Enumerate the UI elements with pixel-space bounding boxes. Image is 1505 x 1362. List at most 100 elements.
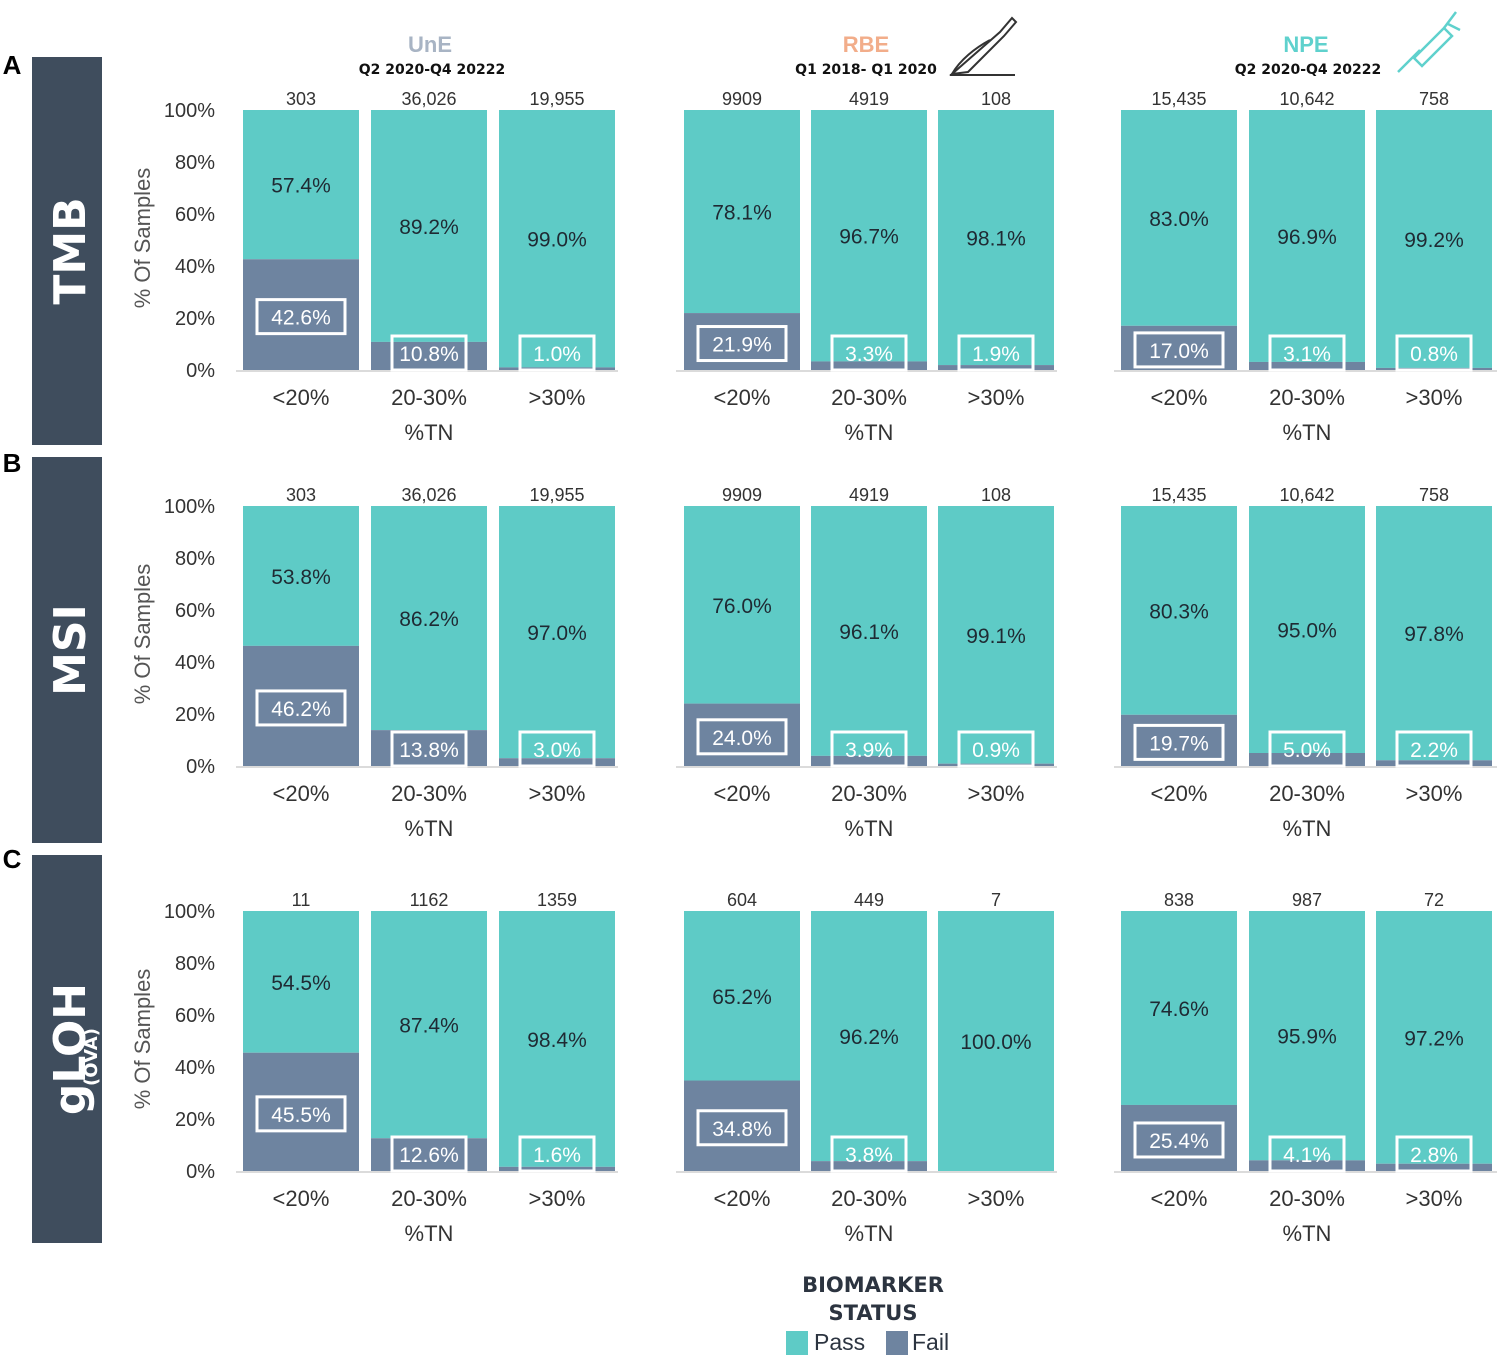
bar-n-label: 758 [1419,89,1449,109]
fail-value-box [1133,331,1225,369]
legend-title: BIOMARKER [802,1273,944,1297]
bar-fail [1121,714,1237,766]
bar-1: 1162 87.4% 12.6% 20-30% [371,890,487,1211]
y-tick-label: 40% [175,256,215,278]
row-sublabel-text: (OVA) [81,1028,102,1086]
fail-value-label: 25.4% [1149,1130,1209,1153]
panel-gloh-npe: 838 74.6% 25.4% <20% 987 95.9% 4.1% 20-30% 72 97.… [1114,890,1497,1246]
bar-2: 758 99.2% 0.8% >30% [1376,89,1492,410]
bar-2: 19,955 99.0% 1.0% >30% [499,89,615,410]
pass-value-label: 97.0% [527,622,587,645]
group-period: Q2 2020-Q4 20222 [1235,62,1382,78]
x-tick-label: <20% [714,1186,771,1211]
y-tick-label: 20% [175,1109,215,1131]
bar-n-label: 987 [1292,890,1322,910]
fail-value-box [696,325,788,363]
bar-fail [1249,753,1365,766]
legend-pass-swatch [786,1331,808,1355]
pass-value-label: 96.2% [839,1026,899,1049]
pass-value-label: 78.1% [712,202,772,225]
bar-n-label: 9909 [722,89,762,109]
bar-n-label: 36,026 [401,485,456,505]
bar-n-label: 15,435 [1151,89,1206,109]
bar-0: 11 54.5% 45.5% <20% [243,890,359,1211]
bar-0: 9909 76.0% 24.0% <20% [684,485,800,806]
x-tick-label: >30% [1406,781,1463,806]
bar-0: 15,435 80.3% 19.7% <20% [1121,485,1237,806]
bar-0: 303 53.8% 46.2% <20% [243,485,359,806]
x-axis-label: %TN [845,420,894,445]
x-tick-label: 20-30% [1269,781,1345,806]
y-axis-label: % Of Samples [130,168,155,309]
x-tick-label: 20-30% [831,1186,907,1211]
y-tick-label: 60% [175,600,215,622]
fail-value-label: 17.0% [1149,340,1209,363]
fail-value-box [518,334,596,372]
y-axis: 0% 20% 40% 60% 80% 100% % Of Samples [130,901,215,1183]
y-tick-label: 100% [164,901,215,923]
bar-fail [243,1052,359,1171]
bar-n-label: 11 [292,890,311,910]
bar-fail [1121,1104,1237,1171]
pass-value-label: 96.7% [839,226,899,249]
row-label-block [32,57,102,445]
bar-n-label: 604 [727,890,757,910]
fail-value-box [255,689,347,727]
pass-value-label: 83.0% [1149,208,1209,231]
bar-pass [371,110,487,342]
x-axis-label: %TN [405,420,454,445]
bar-fail [811,361,927,370]
chart-panels: 0% 20% 40% 60% 80% 100% % Of Samples 303 57.4% 42… [130,89,1497,1246]
bar-n-label: 108 [981,485,1011,505]
x-tick-label: >30% [529,1186,586,1211]
x-tick-label: >30% [968,385,1025,410]
bar-2: 19,955 97.0% 3.0% >30% [499,485,615,806]
pass-value-label: 95.0% [1277,620,1337,643]
panel-tmb-une: 0% 20% 40% 60% 80% 100% % Of Samples 303 57.4% 42… [130,89,618,445]
bar-fail [1249,361,1365,370]
bar-pass [499,911,615,1167]
bar-pass [371,911,487,1139]
fail-value-label: 3.3% [845,343,893,366]
bar-fail [371,1138,487,1171]
bar-fail [371,730,487,766]
fail-value-label: 2.2% [1410,739,1458,762]
fail-value-label: 3.1% [1283,343,1331,366]
bar-pass [1249,911,1365,1161]
bar-fail [811,1161,927,1171]
fail-value-label: 1.6% [533,1144,581,1167]
bar-fail [1249,1160,1365,1171]
pass-value-label: 89.2% [399,216,459,239]
pass-value-label: 97.2% [1404,1027,1464,1050]
pass-value-label: 53.8% [271,566,331,589]
x-tick-label: 20-30% [391,781,467,806]
y-tick-label: 0% [186,360,215,382]
group-header-une: UnE Q2 2020-Q4 20222 [359,32,506,78]
bar-2: 108 98.1% 1.9% >30% [938,89,1054,410]
pass-value-label: 65.2% [712,986,772,1009]
bar-n-label: 15,435 [1151,485,1206,505]
pass-value-label: 76.0% [712,595,772,618]
fail-value-box [957,334,1035,372]
panel-gloh-rbe: 604 65.2% 34.8% <20% 449 96.2% 3.8% 20-30% 7 100.… [676,890,1057,1246]
fail-value-box [255,1095,347,1133]
x-tick-label: 20-30% [1269,1186,1345,1211]
bar-1: 4919 96.1% 3.9% 20-30% [811,485,927,806]
pass-value-label: 96.1% [839,621,899,644]
row-label-msi: B MSI [3,448,102,843]
fail-value-box [1268,1135,1346,1173]
y-axis: 0% 20% 40% 60% 80% 100% % Of Samples [130,100,215,382]
bar-pass [811,911,927,1162]
x-axis-label: %TN [845,1221,894,1246]
pass-value-label: 74.6% [1149,998,1209,1021]
bar-fail [499,758,615,766]
fail-value-label: 10.8% [399,343,459,366]
fail-value-box [1133,723,1225,761]
y-tick-label: 40% [175,652,215,674]
panel-msi-une: 0% 20% 40% 60% 80% 100% % Of Samples 303 53.8% 46… [130,485,618,841]
fail-value-label: 5.0% [1283,739,1331,762]
y-axis-label: % Of Samples [130,564,155,705]
x-tick-label: <20% [1151,1186,1208,1211]
bar-n-label: 19,955 [529,89,584,109]
